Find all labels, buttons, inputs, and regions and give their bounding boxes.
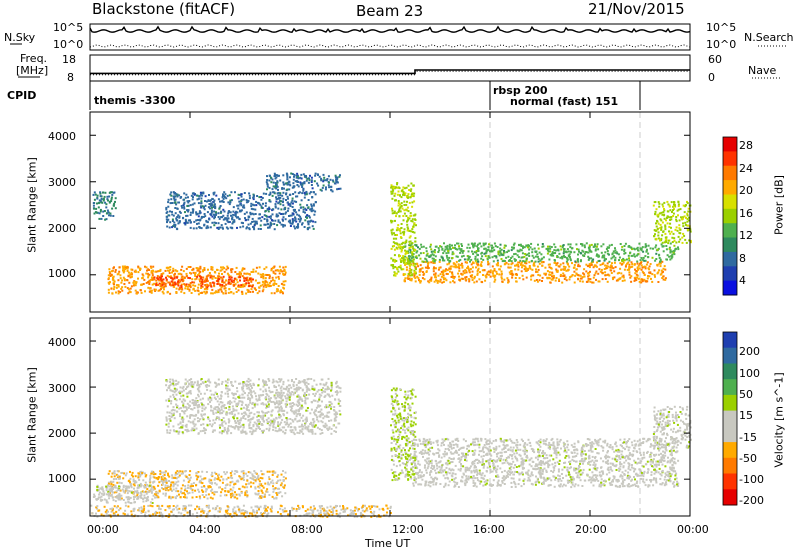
nave-label: Nave <box>748 64 777 77</box>
x-tick-1: 04:00 <box>189 523 221 536</box>
x-tick-0: 00:00 <box>87 523 119 536</box>
cpid-label: CPID <box>7 89 37 102</box>
freq-tick-high: 18 <box>62 53 76 66</box>
nsky-panel <box>89 23 691 51</box>
freq-unit-label: [MHz] <box>16 64 49 77</box>
y-tick-3000-top: 3000 <box>48 176 76 189</box>
velocity-colorbar <box>723 332 737 506</box>
cpid-segment-1: themis -3300 <box>94 94 176 107</box>
vel-cb-tick-4: -15 <box>739 431 757 444</box>
y-tick-1000-bottom: 1000 <box>48 472 76 485</box>
power-cb-tick-5: 8 <box>739 252 746 265</box>
power-band-4 <box>92 191 117 221</box>
velocity-band-3 <box>390 387 417 482</box>
x-tick-5: 20:00 <box>575 523 607 536</box>
power-cb-tick-4: 12 <box>739 229 753 242</box>
nsearch-tick-high: 10^5 <box>706 21 737 34</box>
power-band-1 <box>153 275 254 289</box>
vel-cb-tick-5: -50 <box>739 452 757 465</box>
beam-title: Beam 23 <box>356 2 424 20</box>
y-tick-4000-bottom: 4000 <box>48 336 76 349</box>
velocity-band-1 <box>92 483 155 505</box>
vel-cb-tick-3: 15 <box>739 409 753 422</box>
power-cb-tick-6: 4 <box>739 274 746 287</box>
nsky-tick-low: 10^0 <box>53 38 84 51</box>
power-colorbar-frame <box>722 136 738 296</box>
velocity-band-4 <box>165 377 342 436</box>
velocity-band-2 <box>410 437 680 489</box>
vel-cb-tick-1: 100 <box>739 367 760 380</box>
vel-cb-tick-0: 200 <box>739 345 760 358</box>
nsearch-label: N.Search <box>744 31 794 44</box>
nsearch-tick-low: 10^0 <box>706 38 737 51</box>
vel-cb-tick-7: -200 <box>739 494 764 507</box>
power-band-0 <box>107 265 287 296</box>
freq-label: Freq. <box>20 52 48 65</box>
nave-tick-low: 0 <box>708 71 715 84</box>
nave-tick-high: 60 <box>708 53 722 66</box>
station-title: Blackstone (fitACF) <box>92 0 236 18</box>
nave-series <box>90 70 690 76</box>
nsky-series <box>89 25 691 33</box>
y-tick-2000-bottom: 2000 <box>48 427 76 440</box>
y-tick-1000-top: 1000 <box>48 267 76 280</box>
velocity-band-5 <box>652 405 692 449</box>
nsky-label: N.Sky <box>4 31 36 44</box>
power-band-5 <box>165 191 317 231</box>
power-band-3 <box>402 242 680 263</box>
x-tick-4: 16:00 <box>473 523 505 536</box>
velocity-band-0 <box>107 470 287 500</box>
power-cb-tick-0: 28 <box>739 139 753 152</box>
cpid-segment-3: normal (fast) 151 <box>510 95 619 108</box>
x-axis-title: Time UT <box>365 537 411 550</box>
y-tick-4000-top: 4000 <box>48 130 76 143</box>
power-band-6 <box>265 172 342 194</box>
power-colorbar <box>723 137 737 296</box>
date-title: 21/Nov/2015 <box>588 0 685 18</box>
nsearch-series <box>89 44 691 48</box>
vel-cb-tick-6: -100 <box>739 473 764 486</box>
freq-panel <box>89 54 691 82</box>
power-cb-tick-1: 24 <box>739 162 753 175</box>
nsky-tick-high: 10^5 <box>53 21 84 34</box>
power-band-7 <box>390 182 417 277</box>
x-tick-6: 00:00 <box>677 523 709 536</box>
power-band-2 <box>402 260 667 284</box>
velocity-colorbar-frame <box>722 331 738 506</box>
power-band-8 <box>652 200 692 245</box>
vel-cb-tick-2: 50 <box>739 388 753 401</box>
x-tick-3: 12:00 <box>392 523 424 536</box>
power-cb-tick-2: 20 <box>739 184 753 197</box>
cpid-segment-2: rbsp 200 <box>493 84 548 97</box>
x-tick-2: 08:00 <box>291 523 323 536</box>
power-cb-tick-3: 16 <box>739 207 753 220</box>
freq-tick-low: 8 <box>67 71 74 84</box>
y-tick-2000-top: 2000 <box>48 222 76 235</box>
y-tick-3000-bottom: 3000 <box>48 382 76 395</box>
